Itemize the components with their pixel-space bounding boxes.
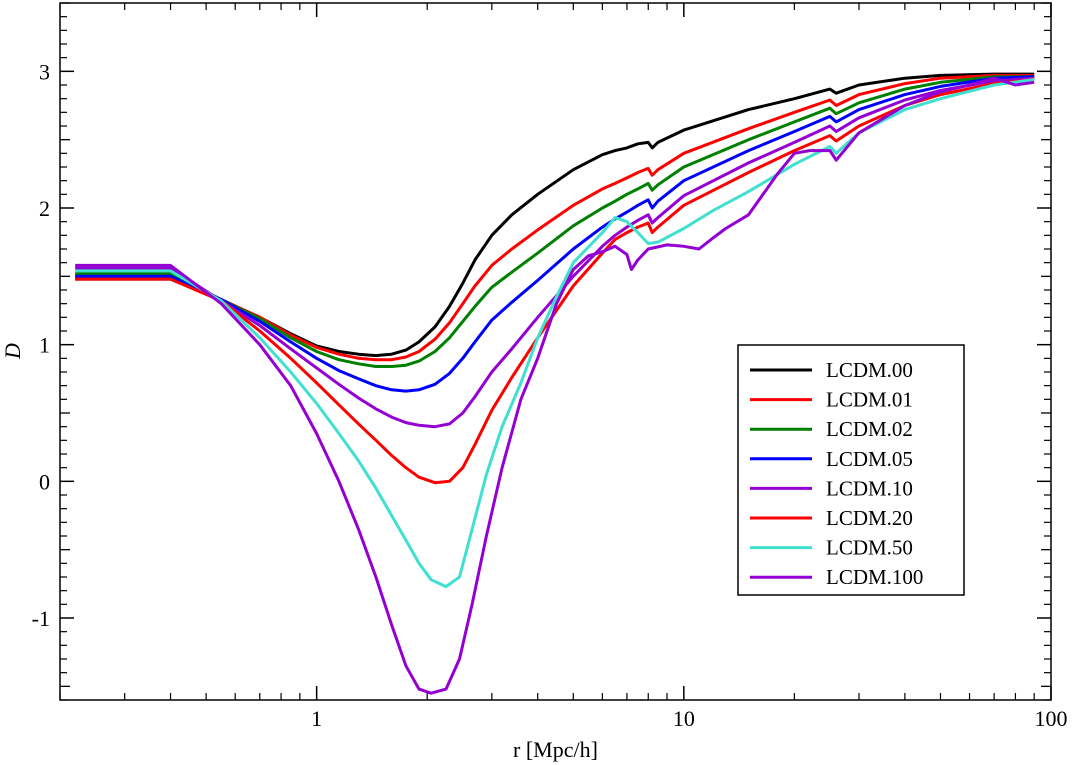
legend-label: LCDM.100 bbox=[826, 565, 923, 589]
x-axis-label: r [Mpc/h] bbox=[513, 737, 598, 762]
legend: LCDM.00 LCDM.01 LCDM.02 LCDM.05 LCDM.10 LCDM.… bbox=[737, 344, 965, 596]
series-line-lcdm-00 bbox=[75, 72, 1035, 358]
legend-label: LCDM.00 bbox=[826, 358, 913, 382]
plot-frame bbox=[59, 2, 1052, 701]
y-tick-label: 3 bbox=[39, 59, 50, 84]
y-tick-label: 2 bbox=[39, 196, 50, 221]
tick-layer: 1 10 100 -1 0 1 2 3 bbox=[32, 2, 1068, 731]
series-layer bbox=[75, 72, 1035, 695]
series-line-lcdm-50 bbox=[75, 78, 1035, 589]
legend-label: LCDM.20 bbox=[826, 506, 913, 530]
label-layer: r [Mpc/h] D bbox=[0, 343, 598, 762]
series-line-lcdm-10 bbox=[75, 76, 1035, 429]
x-tick-label: 1 bbox=[311, 706, 322, 731]
y-tick-label: 1 bbox=[39, 333, 50, 358]
series-line-lcdm-100 bbox=[75, 76, 1035, 695]
series-line-lcdm-01 bbox=[75, 73, 1035, 362]
x-tick-label: 10 bbox=[673, 706, 695, 731]
y-tick-label: 0 bbox=[39, 469, 50, 494]
legend-label: LCDM.02 bbox=[826, 417, 913, 441]
legend-label: LCDM.05 bbox=[826, 447, 913, 471]
legend-label: LCDM.10 bbox=[826, 476, 913, 500]
legend-box bbox=[737, 344, 965, 596]
y-tick-label: -1 bbox=[32, 606, 50, 631]
y-axis-label: D bbox=[0, 343, 25, 360]
legend-label: LCDM.01 bbox=[826, 388, 913, 412]
series-line-lcdm-05 bbox=[75, 75, 1035, 393]
legend-label: LCDM.50 bbox=[826, 536, 913, 560]
series-line-lcdm-02 bbox=[75, 75, 1035, 368]
x-tick-label: 100 bbox=[1035, 706, 1068, 731]
